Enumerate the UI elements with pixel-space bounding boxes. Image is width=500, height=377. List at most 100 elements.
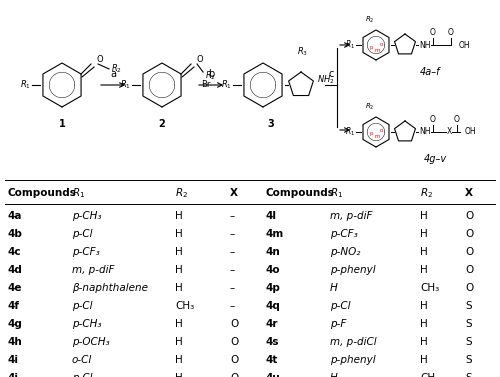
- Text: p-CH₃: p-CH₃: [72, 319, 102, 329]
- Text: H: H: [175, 229, 183, 239]
- Text: H: H: [175, 265, 183, 275]
- Text: m: m: [374, 48, 380, 52]
- Text: β-naphthalene: β-naphthalene: [72, 283, 148, 293]
- Text: H: H: [175, 355, 183, 365]
- Text: H: H: [175, 319, 183, 329]
- Text: O: O: [448, 28, 454, 37]
- Text: 4q: 4q: [265, 301, 280, 311]
- Text: p-Cl: p-Cl: [72, 301, 92, 311]
- Text: X: X: [230, 188, 238, 198]
- Text: H: H: [175, 337, 183, 347]
- Text: O: O: [196, 55, 202, 63]
- Text: O: O: [465, 283, 473, 293]
- Text: b: b: [208, 69, 214, 79]
- Text: $R_2$: $R_2$: [365, 102, 375, 112]
- Text: H: H: [420, 211, 428, 221]
- Text: 4b: 4b: [7, 229, 22, 239]
- Text: O: O: [465, 265, 473, 275]
- Text: a: a: [110, 69, 116, 79]
- Text: $R_2$: $R_2$: [365, 15, 375, 25]
- Text: p-CH₃: p-CH₃: [72, 211, 102, 221]
- Text: O: O: [465, 247, 473, 257]
- Text: CH₃: CH₃: [175, 301, 194, 311]
- Text: O: O: [96, 55, 102, 63]
- Text: OH: OH: [459, 40, 470, 49]
- Text: –: –: [230, 211, 235, 221]
- Text: 4d: 4d: [7, 265, 22, 275]
- Text: 2: 2: [158, 119, 166, 129]
- Text: H: H: [420, 301, 428, 311]
- Text: H: H: [175, 247, 183, 257]
- Text: 4m: 4m: [265, 229, 283, 239]
- Text: p-CF₃: p-CF₃: [330, 229, 358, 239]
- Text: p-Cl: p-Cl: [72, 373, 92, 377]
- Text: p: p: [369, 44, 373, 49]
- Text: H: H: [420, 247, 428, 257]
- Text: NH: NH: [419, 127, 430, 136]
- Text: p-OCH₃: p-OCH₃: [72, 337, 110, 347]
- Text: o-Cl: o-Cl: [72, 355, 92, 365]
- Text: 4g–v: 4g–v: [424, 154, 446, 164]
- Text: 4n: 4n: [265, 247, 280, 257]
- Text: CH₃: CH₃: [420, 283, 440, 293]
- Text: $R_1$: $R_1$: [345, 126, 355, 138]
- Text: 4g: 4g: [7, 319, 22, 329]
- Text: $R_3$: $R_3$: [298, 46, 308, 58]
- Text: O: O: [454, 115, 460, 124]
- Text: $R_2$: $R_2$: [205, 69, 216, 81]
- Text: $R_1$: $R_1$: [345, 39, 355, 51]
- Text: p-phenyl: p-phenyl: [330, 265, 376, 275]
- Text: 4h: 4h: [7, 337, 22, 347]
- Text: o: o: [380, 41, 382, 46]
- Text: o: o: [380, 129, 382, 133]
- Text: H: H: [330, 373, 338, 377]
- Text: O: O: [230, 337, 238, 347]
- Text: 3: 3: [268, 119, 274, 129]
- Text: 4l: 4l: [265, 211, 276, 221]
- Text: O: O: [230, 355, 238, 365]
- Text: S: S: [465, 301, 471, 311]
- Text: O: O: [230, 319, 238, 329]
- Text: CH₃: CH₃: [420, 373, 440, 377]
- Text: NH: NH: [419, 40, 430, 49]
- Text: p-NO₂: p-NO₂: [330, 247, 360, 257]
- Text: O: O: [465, 229, 473, 239]
- Text: Compounds: Compounds: [265, 188, 334, 198]
- Text: 4i: 4i: [7, 355, 18, 365]
- Text: H: H: [420, 265, 428, 275]
- Text: Compounds: Compounds: [7, 188, 76, 198]
- Text: OH: OH: [465, 127, 476, 136]
- Text: 1: 1: [58, 119, 66, 129]
- Text: –: –: [230, 283, 235, 293]
- Text: H: H: [420, 319, 428, 329]
- Text: O: O: [430, 115, 436, 124]
- Text: $R_1$: $R_1$: [221, 79, 232, 91]
- Text: –: –: [230, 301, 235, 311]
- Text: m, p-diF: m, p-diF: [330, 211, 372, 221]
- Text: O: O: [430, 28, 436, 37]
- Text: $R_1$: $R_1$: [330, 186, 343, 200]
- Text: 4c: 4c: [7, 247, 20, 257]
- Text: H: H: [175, 211, 183, 221]
- Text: –: –: [230, 265, 235, 275]
- Text: O: O: [230, 373, 238, 377]
- Text: X: X: [446, 127, 452, 136]
- Text: m: m: [374, 135, 380, 139]
- Text: $R_1$: $R_1$: [72, 186, 85, 200]
- Text: S: S: [465, 373, 471, 377]
- Text: 4p: 4p: [265, 283, 280, 293]
- Text: $R_2$: $R_2$: [111, 63, 122, 75]
- Text: X: X: [465, 188, 473, 198]
- Text: 4s: 4s: [265, 337, 278, 347]
- Text: H: H: [420, 229, 428, 239]
- Text: p-Cl: p-Cl: [330, 301, 350, 311]
- Text: $R_1$: $R_1$: [20, 79, 31, 91]
- Text: 4o: 4o: [265, 265, 280, 275]
- Text: c: c: [328, 69, 334, 79]
- Text: H: H: [175, 283, 183, 293]
- Text: 4j: 4j: [7, 373, 18, 377]
- Text: 4a: 4a: [7, 211, 22, 221]
- Text: H: H: [420, 337, 428, 347]
- Text: H: H: [175, 373, 183, 377]
- Text: m, p-diCl: m, p-diCl: [330, 337, 376, 347]
